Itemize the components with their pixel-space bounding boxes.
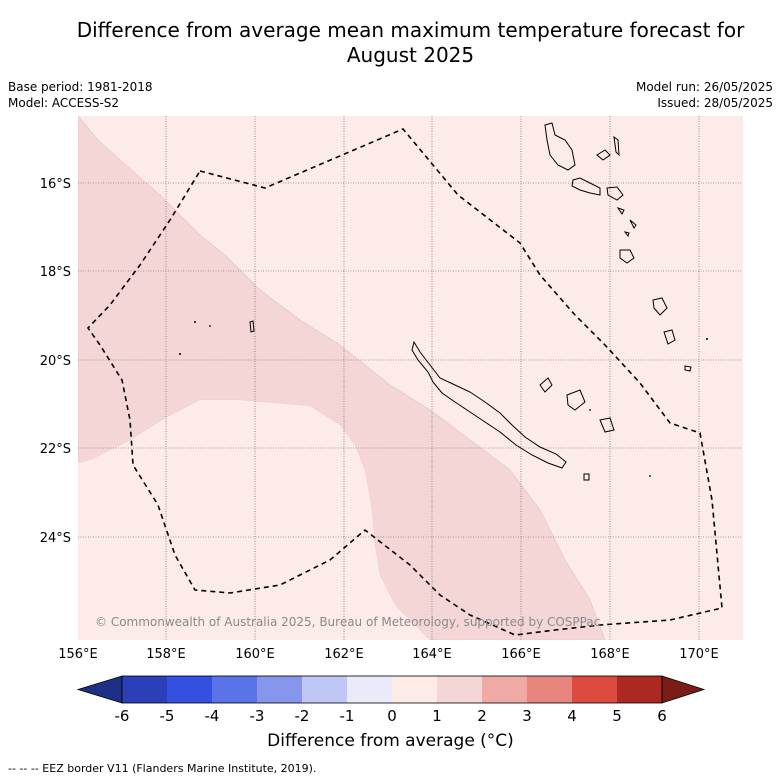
colorbar-label: -3: [250, 707, 265, 725]
map-area: © Commonwealth of Australia 2025, Bureau…: [78, 116, 743, 640]
colorbar-label: 1: [432, 707, 442, 725]
title-line-1: Difference from average mean maximum tem…: [76, 18, 745, 42]
colorbar-label: 4: [567, 707, 577, 725]
copyright-notice: © Commonwealth of Australia 2025, Bureau…: [95, 615, 600, 629]
lon-label: 168°E: [590, 647, 630, 662]
colorbar-segment: [437, 676, 482, 703]
lon-label: 158°E: [146, 647, 186, 662]
colorbar-label: -6: [115, 707, 130, 725]
model-run: Model run: 26/05/2025: [635, 80, 773, 94]
colorbar-label: -5: [160, 707, 175, 725]
colorbar-label: -2: [295, 707, 310, 725]
lon-label: 164°E: [412, 647, 452, 662]
colorbar: [76, 675, 706, 704]
colorbar-outline: [121, 675, 663, 704]
colorbar-label: -1: [340, 707, 355, 725]
colorbar-label: 5: [612, 707, 622, 725]
colorbar-label: 3: [522, 707, 532, 725]
lat-label: 20°S: [40, 354, 71, 369]
issued-date: Issued: 28/05/2025: [657, 96, 773, 110]
colorbar-label: 6: [657, 707, 667, 725]
meta-left: Base period: 1981-2018 Model: ACCESS-S2: [8, 79, 153, 111]
meta-right: Model run: 26/05/2025 Issued: 28/05/2025: [636, 79, 773, 111]
gridlines: [78, 116, 743, 640]
lon-label: 170°E: [679, 647, 719, 662]
colorbar-extend-low: [76, 675, 123, 704]
colorbar-segment: [347, 676, 392, 703]
colorbar-segment: [527, 676, 572, 703]
colorbar-segment: [212, 676, 257, 703]
lon-label: 156°E: [58, 647, 98, 662]
lon-labels: 156°E 158°E 160°E 162°E 164°E 166°E 168°…: [58, 647, 719, 662]
lon-label: 160°E: [235, 647, 275, 662]
lat-label: 16°S: [40, 177, 71, 192]
colorbar-segment: [302, 676, 347, 703]
lon-label: 166°E: [501, 647, 541, 662]
eez-border: [86, 128, 723, 636]
colorbar-segment: [257, 676, 302, 703]
lat-label: 24°S: [40, 531, 71, 546]
colorbar-label: 2: [477, 707, 487, 725]
colorbar-label: 0: [387, 707, 397, 725]
colorbar-segment: [617, 676, 662, 703]
lat-labels: 16°S 18°S 20°S 22°S 24°S: [40, 177, 71, 546]
colorbar-label: -4: [205, 707, 220, 725]
model-name: Model: ACCESS-S2: [8, 96, 120, 110]
lat-label: 18°S: [40, 265, 71, 280]
eez-footnote: -- -- -- EEZ border V11 (Flanders Marine…: [8, 762, 317, 775]
small-islets: [179, 321, 708, 477]
colorbar-segment: [482, 676, 527, 703]
colorbar-segment: [572, 676, 617, 703]
new-caledonia: [249, 320, 615, 481]
anomaly-pocket-0-1: [78, 400, 430, 640]
map-title: Difference from average mean maximum tem…: [30, 18, 781, 68]
lon-label: 162°E: [324, 647, 364, 662]
vanuatu-islands: [544, 122, 692, 372]
lat-label: 22°S: [40, 442, 71, 457]
colorbar-labels: -6 -5 -4 -3 -2 -1 0 1 2 3 4 5 6: [115, 707, 667, 725]
colorbar-segment: [392, 676, 437, 703]
base-period: Base period: 1981-2018: [8, 80, 153, 94]
colorbar-title: Difference from average (°C): [267, 731, 514, 751]
colorbar-segment: [122, 676, 167, 703]
colorbar-extend-high: [661, 675, 706, 704]
title-line-2: August 2025: [346, 43, 475, 67]
colorbar-segment: [167, 676, 212, 703]
